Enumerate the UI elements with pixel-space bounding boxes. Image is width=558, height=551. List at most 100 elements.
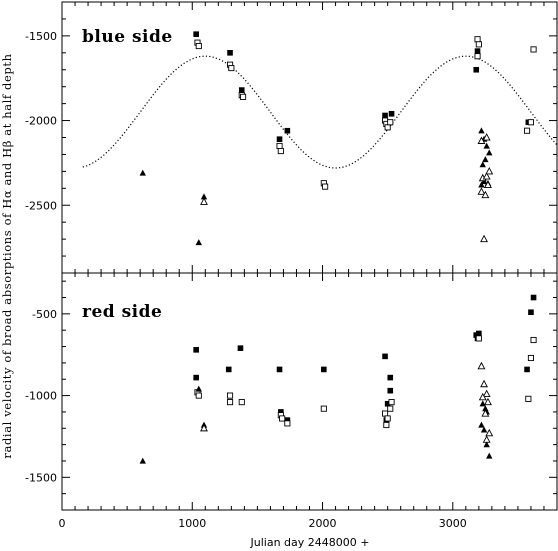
data-point-open-square — [195, 392, 202, 399]
data-point-open-triangle — [481, 409, 490, 417]
data-point-filled-square — [284, 127, 291, 134]
data-point-open-square — [195, 42, 202, 50]
y-tick-label: -2500 — [25, 199, 57, 212]
data-point-filled-square — [473, 66, 480, 73]
data-point-filled-triangle — [139, 457, 146, 464]
data-point-filled-square — [528, 309, 534, 316]
y-tick-label: -2000 — [25, 115, 57, 128]
data-point-open-square — [226, 399, 234, 406]
data-point-filled-square — [276, 136, 283, 142]
data-point-open-triangle — [484, 180, 492, 188]
data-point-open-square — [387, 405, 394, 412]
data-point-open-square — [525, 395, 532, 402]
data-point-open-triangle — [485, 167, 494, 175]
data-point-open-square — [322, 183, 329, 190]
data-point-open-square — [530, 46, 537, 53]
data-point-open-square — [474, 36, 481, 43]
x-tick-label: 1000 — [178, 517, 206, 530]
data-point-filled-triangle — [483, 142, 490, 149]
data-point-open-triangle — [480, 234, 489, 243]
data-point-filled-square — [476, 330, 482, 337]
axis-ticks — [62, 2, 557, 510]
y-tick-label: -1500 — [25, 471, 57, 484]
data-point-filled-square — [278, 409, 284, 415]
tick-labels: -1500 -2000 -2500 -500 -1000 -1500 0 1000 2000 30… — [25, 30, 467, 530]
data-point-open-triangle — [480, 379, 489, 388]
data-point-filled-square — [227, 50, 233, 56]
data-point-open-triangle — [478, 392, 487, 401]
data-point-open-square — [475, 41, 482, 48]
data-point-filled-triangle — [195, 385, 202, 392]
data-point-open-square — [387, 119, 394, 126]
data-point-open-square — [530, 336, 537, 344]
data-point-open-square — [277, 147, 284, 155]
data-point-filled-square — [382, 353, 388, 360]
data-point-open-triangle — [477, 187, 486, 195]
data-point-filled-triangle — [483, 441, 490, 448]
data-point-filled-square — [321, 366, 327, 373]
model-curve-blue-side — [82, 55, 558, 169]
data-point-filled-triangle — [479, 161, 486, 168]
data-point-filled-triangle — [139, 169, 146, 176]
data-point-filled-square — [238, 87, 245, 93]
data-point-open-square — [384, 415, 391, 422]
x-axis-title: Julian day 2448000 + — [250, 536, 370, 549]
data-point-open-square — [276, 142, 283, 150]
data-point-open-triangle — [484, 397, 492, 406]
model-curve-line — [82, 55, 558, 169]
x-tick-label: 2000 — [309, 517, 337, 530]
data-point-filled-triangle — [480, 426, 488, 433]
data-point-open-triangle — [481, 190, 490, 199]
data-point-filled-square — [387, 374, 394, 381]
data-point-open-square — [226, 392, 234, 399]
data-point-filled-square — [388, 110, 395, 117]
panel-label-blue-side: blue side — [82, 27, 173, 47]
data-point-open-square — [382, 410, 389, 417]
data-point-filled-square — [237, 345, 244, 351]
data-point-filled-square — [284, 417, 291, 423]
data-point-open-triangle — [485, 428, 494, 437]
data-point-filled-square — [474, 48, 481, 54]
data-point-open-triangle — [482, 389, 491, 398]
data-point-filled-square — [193, 374, 199, 381]
data-point-open-triangle — [477, 361, 486, 370]
data-point-open-square — [320, 405, 327, 412]
data-point-open-square — [240, 93, 247, 100]
data-point-open-square — [523, 127, 531, 134]
data-point-filled-triangle — [478, 181, 485, 188]
data-point-filled-square — [530, 294, 537, 301]
data-point-filled-square — [387, 387, 394, 394]
data-point-filled-triangle — [200, 193, 208, 200]
y-tick-label: -500 — [32, 308, 57, 321]
data-point-open-triangle — [482, 172, 491, 180]
data-point-open-square — [228, 65, 235, 72]
data-point-filled-square — [193, 347, 199, 353]
data-point-filled-triangle — [195, 239, 202, 246]
data-point-filled-triangle — [482, 156, 489, 163]
y-tick-label: -1000 — [25, 390, 57, 403]
data-point-open-square — [279, 415, 286, 422]
data-point-open-square — [384, 124, 391, 131]
data-point-filled-square — [384, 400, 391, 407]
y-tick-label: -1500 — [25, 30, 57, 43]
x-tick-label: 3000 — [439, 517, 467, 530]
data-point-filled-square — [225, 366, 232, 373]
blue-side-points — [139, 31, 537, 246]
data-point-open-square — [238, 399, 245, 406]
data-point-filled-square — [382, 112, 388, 119]
y-axis-title: radial velocity of broad absorptions of … — [0, 53, 14, 458]
data-point-open-square — [284, 420, 291, 427]
data-point-open-triangle — [200, 197, 208, 205]
data-point-filled-square — [276, 366, 283, 373]
data-point-filled-triangle — [486, 452, 493, 459]
panel-label-red-side: red side — [82, 302, 162, 322]
data-point-open-triangle — [482, 435, 491, 443]
x-tick-label: 0 — [59, 517, 66, 530]
data-point-filled-triangle — [478, 127, 485, 134]
data-point-filled-triangle — [486, 149, 493, 156]
data-point-open-square — [527, 119, 534, 126]
data-point-open-square — [383, 421, 390, 429]
data-point-open-square — [388, 399, 395, 406]
data-point-filled-square — [524, 366, 530, 373]
data-point-open-square — [474, 53, 481, 60]
